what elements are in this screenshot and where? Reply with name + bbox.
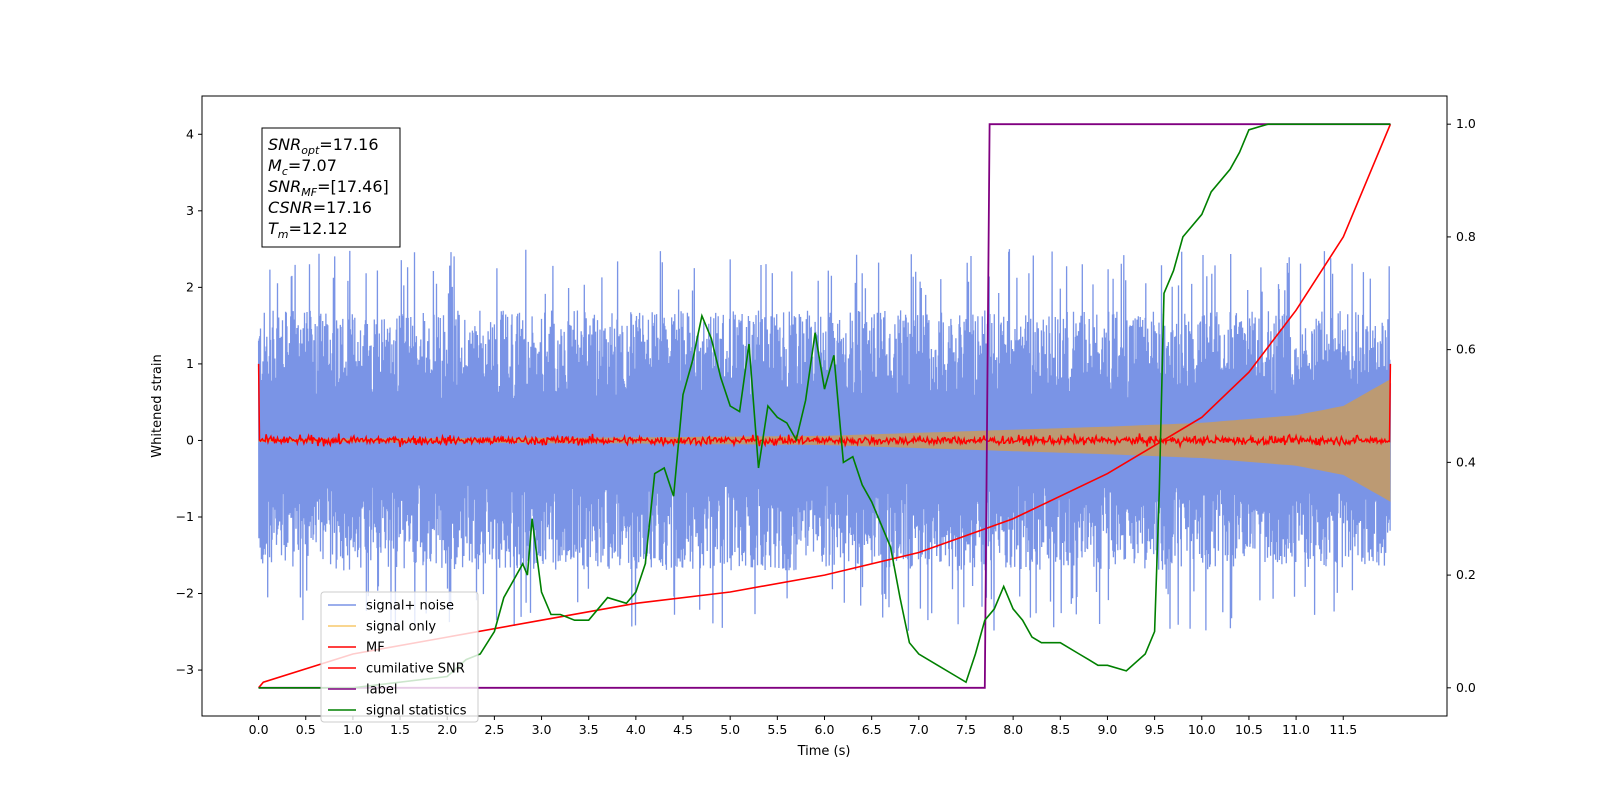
x-tick-label: 2.0 — [437, 722, 457, 737]
series-label — [258, 123, 1391, 689]
x-tick-label: 1.0 — [343, 722, 363, 737]
stats-line: Tm=12.12 — [268, 219, 348, 241]
x-tick-label: 8.5 — [1050, 722, 1070, 737]
legend-frame — [320, 591, 479, 723]
x-tick-label: 0.5 — [296, 722, 316, 737]
x-tick-label: 1.5 — [390, 722, 410, 737]
x-tick-label: 11.0 — [1282, 722, 1310, 737]
x-tick-label: 9.5 — [1145, 722, 1165, 737]
legend-label: signal statistics — [366, 704, 467, 719]
legend-label: signal only — [366, 620, 436, 635]
y-right-tick-label: 0.6 — [1456, 342, 1476, 357]
y-left-tick-label: 2 — [186, 279, 194, 294]
y-right-tick-label: 0.2 — [1456, 567, 1476, 582]
y-right-tick-label: 0.0 — [1456, 680, 1476, 695]
x-tick-label: 5.0 — [720, 722, 740, 737]
legend-label: MF — [366, 641, 385, 656]
series-signal-statistics — [258, 123, 1391, 689]
y-axis-label: Whitened strain — [150, 354, 165, 457]
x-tick-label: 10.5 — [1235, 722, 1263, 737]
x-tick-label: 6.5 — [862, 722, 882, 737]
x-tick-label: 8.0 — [1003, 722, 1023, 737]
legend: signal+ noise signal only MF cumilative SNR… — [320, 591, 479, 723]
x-tick-label: 10.0 — [1188, 722, 1216, 737]
x-tick-label: 7.5 — [956, 722, 976, 737]
y-left-tick-label: 3 — [186, 203, 194, 218]
x-tick-label: 2.5 — [484, 722, 504, 737]
stats-line: Mc=7.07 — [268, 156, 337, 178]
legend-label: signal+ noise — [366, 599, 454, 614]
x-tick-label: 4.5 — [673, 722, 693, 737]
y-left-tick-label: −3 — [176, 662, 194, 677]
legend-label: label — [366, 683, 397, 698]
y-left-tick-label: 1 — [186, 356, 194, 371]
stats-box: SNRopt=17.16Mc=7.07SNRMF=[17.46]CSNR=17.… — [261, 127, 401, 248]
stats-line: SNRMF=[17.46] — [268, 177, 389, 199]
y-left-tick-label: −1 — [176, 509, 194, 524]
y-left-tick-label: 4 — [186, 126, 194, 141]
x-tick-label: 11.5 — [1329, 722, 1357, 737]
axis-ticks: 0.0 0.5 1.0 1.5 2.0 2.5 3.0 3.5 4.0 4.5 5.0 5.5 6.0 6… — [176, 116, 1476, 737]
y-right-tick-label: 1.0 — [1456, 116, 1476, 131]
x-tick-label: 7.0 — [909, 722, 929, 737]
x-tick-label: 3.0 — [532, 722, 552, 737]
series-mf — [257, 363, 1392, 450]
y-left-tick-label: −2 — [176, 586, 194, 601]
x-tick-label: 9.0 — [1098, 722, 1118, 737]
x-tick-label: 3.5 — [579, 722, 599, 737]
stats-line: CSNR=17.16 — [268, 198, 372, 217]
y-left-tick-label: 0 — [186, 432, 194, 447]
legend-label: cumilative SNR — [366, 662, 465, 677]
x-axis-label: Time (s) — [797, 744, 851, 759]
x-tick-label: 6.0 — [815, 722, 835, 737]
x-tick-label: 0.0 — [249, 722, 269, 737]
y-right-tick-label: 0.4 — [1456, 454, 1476, 469]
stats-box-frame — [261, 127, 401, 248]
stats-line: SNRopt=17.16 — [268, 135, 379, 157]
x-tick-label: 5.5 — [767, 722, 787, 737]
y-right-tick-label: 0.8 — [1456, 229, 1476, 244]
x-tick-label: 4.0 — [626, 722, 646, 737]
series-signal-noise — [257, 249, 1392, 631]
